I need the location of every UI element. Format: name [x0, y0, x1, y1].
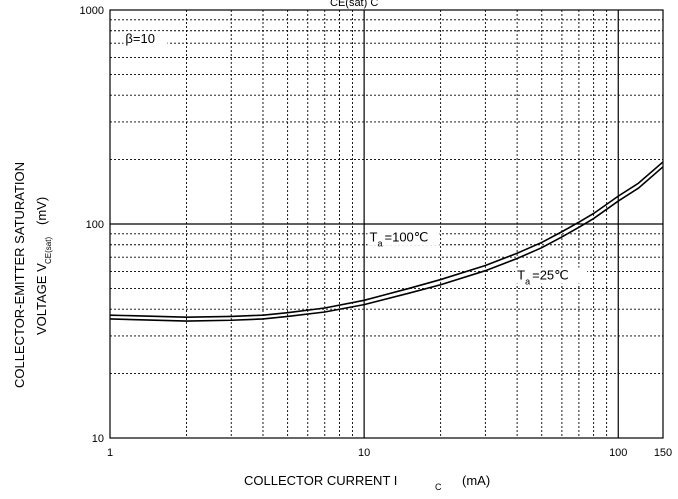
plot-frame	[109, 9, 664, 439]
y-axis-label-line1-group: COLLECTOR-EMITTER SATURATION	[12, 162, 27, 388]
annotation-value: =100℃	[385, 229, 429, 244]
annotations: β=10T a =100℃T a =25℃	[123, 31, 588, 287]
annotation-bg	[515, 267, 588, 284]
y-axis-label-subscript: CE(sat)	[44, 237, 53, 264]
x-tick-label: 1	[107, 447, 113, 459]
x-tick-label: 100	[609, 447, 627, 459]
y-axis-unit: (mV)	[34, 197, 49, 225]
annotation-subscript: a	[525, 277, 530, 287]
y-tick-label: 1000	[80, 5, 104, 17]
annotation-label: T	[517, 268, 525, 283]
y-axis-label-line1: COLLECTOR-EMITTER SATURATION	[12, 162, 27, 388]
chart-title: CE(sat) C	[330, 0, 378, 9]
annotation-bg	[123, 31, 168, 48]
x-axis-label-subscript: C	[435, 482, 442, 492]
series-group	[109, 161, 664, 322]
annotation-value: =25℃	[532, 268, 569, 283]
annotation-label: β=10	[125, 31, 155, 46]
y-axis-label-line2-group: VOLTAGE V CE(sat) (mV)	[34, 197, 53, 335]
series-line-2	[109, 166, 664, 322]
annotation-label: T	[370, 229, 378, 244]
y-tick-label: 100	[86, 219, 104, 231]
annotation-subscript: a	[378, 238, 383, 248]
annotation-bg	[367, 229, 440, 246]
y-tick-label: 10	[92, 433, 104, 445]
x-axis-unit: (mA)	[462, 473, 490, 488]
x-axis-label: COLLECTOR CURRENT I	[244, 473, 397, 488]
series-line-1	[109, 161, 664, 318]
x-tick-label: 10	[358, 447, 370, 459]
grid	[110, 10, 663, 438]
y-axis-label-line2: VOLTAGE V	[34, 263, 49, 335]
x-tick-label: 150	[654, 447, 672, 459]
